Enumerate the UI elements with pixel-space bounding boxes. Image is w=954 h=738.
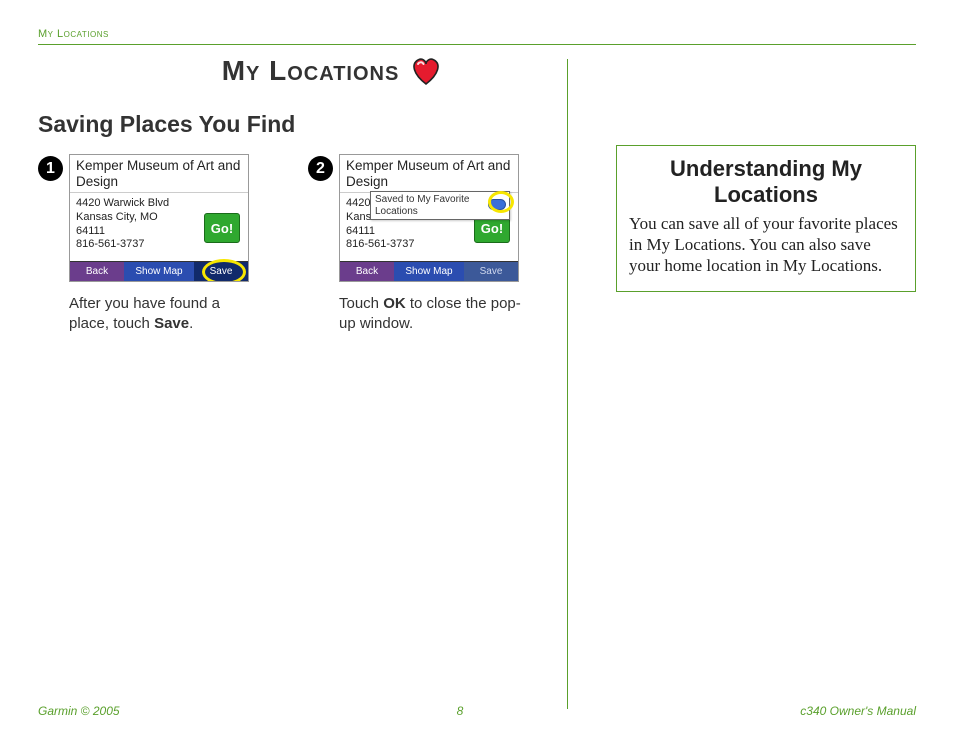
step-1: 1 Kemper Museum of Art and Design 4420 W… bbox=[38, 154, 254, 335]
step-number-badge: 1 bbox=[38, 156, 63, 181]
footer-left: Garmin © 2005 bbox=[38, 704, 120, 718]
running-head-text: My Locations bbox=[38, 28, 109, 40]
back-button[interactable]: Back bbox=[70, 261, 124, 281]
step-body: Kemper Museum of Art and Design 4420 Kan… bbox=[339, 154, 524, 335]
step-2: 2 Kemper Museum of Art and Design 4420 K… bbox=[308, 154, 524, 335]
caption-text: . bbox=[189, 315, 193, 332]
saved-popup: Saved to My Favorite Locations bbox=[370, 191, 510, 220]
steps-row: 1 Kemper Museum of Art and Design 4420 W… bbox=[38, 154, 547, 335]
caption-text: After you have found a place, touch bbox=[69, 295, 220, 332]
back-button[interactable]: Back bbox=[340, 261, 394, 281]
device-footer: Back Show Map Save bbox=[70, 261, 248, 281]
step-body: Kemper Museum of Art and Design 4420 War… bbox=[69, 154, 254, 335]
save-button[interactable]: Save bbox=[194, 261, 248, 281]
addr-line: 4420 Warwick Blvd bbox=[76, 197, 242, 211]
caption-bold: OK bbox=[383, 295, 406, 312]
show-map-button[interactable]: Show Map bbox=[394, 261, 464, 281]
caption-text: Touch bbox=[339, 295, 383, 312]
caption-bold: Save bbox=[154, 315, 189, 332]
left-column: My Locations Saving Places You Find 1 Ke… bbox=[38, 55, 567, 678]
save-button[interactable]: Save bbox=[464, 261, 518, 281]
poi-title: Kemper Museum of Art and Design bbox=[70, 155, 248, 193]
right-column: Understanding My Locations You can save … bbox=[568, 55, 916, 678]
section-title: Saving Places You Find bbox=[38, 111, 547, 138]
info-box: Understanding My Locations You can save … bbox=[616, 145, 916, 292]
chapter-title: My Locations bbox=[38, 55, 547, 87]
page-footer: Garmin © 2005 8 c340 Owner's Manual bbox=[38, 704, 916, 718]
heart-icon bbox=[409, 56, 443, 86]
footer-right: c340 Owner's Manual bbox=[800, 704, 916, 718]
footer-page-number: 8 bbox=[457, 704, 464, 718]
page-content: My Locations Saving Places You Find 1 Ke… bbox=[38, 55, 916, 678]
running-head: My Locations bbox=[38, 24, 916, 45]
device-screenshot-1: Kemper Museum of Art and Design 4420 War… bbox=[69, 154, 249, 282]
step-number-badge: 2 bbox=[308, 156, 333, 181]
popup-text: Saved to My Favorite Locations bbox=[375, 194, 469, 217]
device-footer: Back Show Map Save bbox=[340, 261, 518, 281]
step-caption: Touch OK to close the pop-up window. bbox=[339, 294, 524, 335]
poi-title: Kemper Museum of Art and Design bbox=[340, 155, 518, 193]
chapter-title-text: My Locations bbox=[222, 55, 400, 87]
show-map-button[interactable]: Show Map bbox=[124, 261, 194, 281]
info-box-body: You can save all of your favorite places… bbox=[629, 213, 903, 277]
ok-button[interactable] bbox=[488, 199, 506, 210]
device-screenshot-2: Kemper Museum of Art and Design 4420 Kan… bbox=[339, 154, 519, 282]
step-caption: After you have found a place, touch Save… bbox=[69, 294, 254, 335]
go-button[interactable]: Go! bbox=[204, 213, 240, 243]
info-box-title: Understanding My Locations bbox=[629, 156, 903, 209]
